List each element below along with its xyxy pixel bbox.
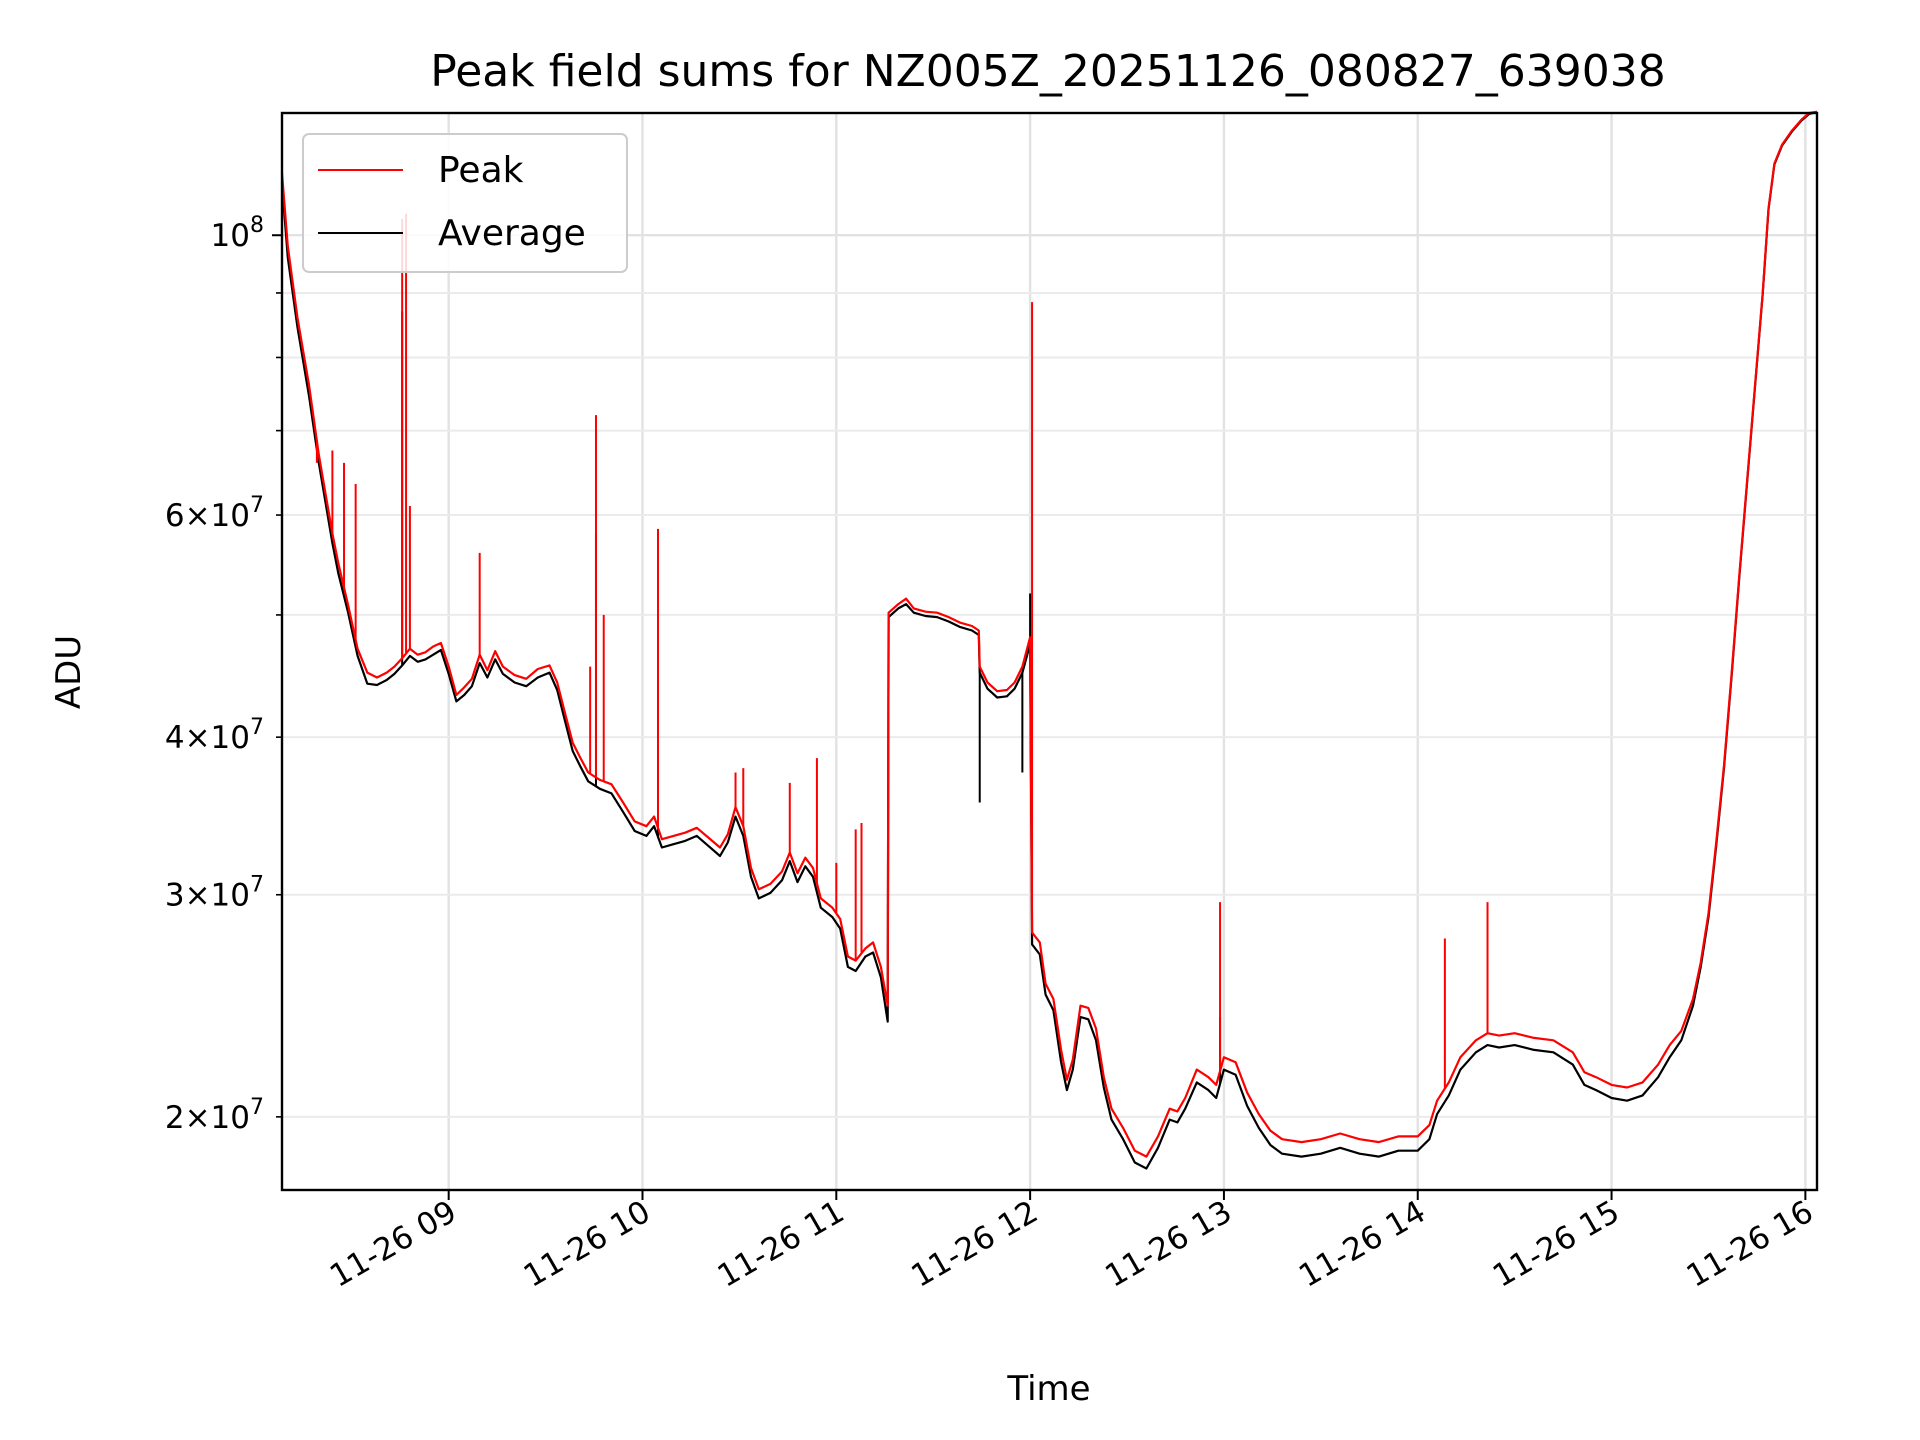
legend-label-peak: Peak: [438, 150, 524, 191]
y-tick-label: 4×107: [165, 715, 264, 756]
x-axis-label: Time: [1006, 1369, 1090, 1409]
chart-title: Peak field sums for NZ005Z_20251126_0808…: [430, 46, 1666, 97]
y-axis: 108 2×107 3×107 4×107 6×107: [165, 213, 282, 1136]
plot-series: [280, 110, 1818, 1170]
y-axis-label: ADU: [49, 635, 89, 709]
legend-box: [302, 133, 628, 273]
y-tick-label: 108: [211, 213, 264, 254]
y-tick-label: 3×107: [165, 873, 264, 914]
plot-area-frame: [280, 111, 1819, 1192]
legend: Peak Average: [302, 133, 628, 273]
grid-lines: [282, 113, 1817, 1190]
y-tick-label: 2×107: [165, 1095, 264, 1136]
y-tick-label: 6×107: [165, 493, 264, 534]
legend-label-average: Average: [438, 213, 586, 254]
series-line-peak: [280, 110, 1818, 1158]
